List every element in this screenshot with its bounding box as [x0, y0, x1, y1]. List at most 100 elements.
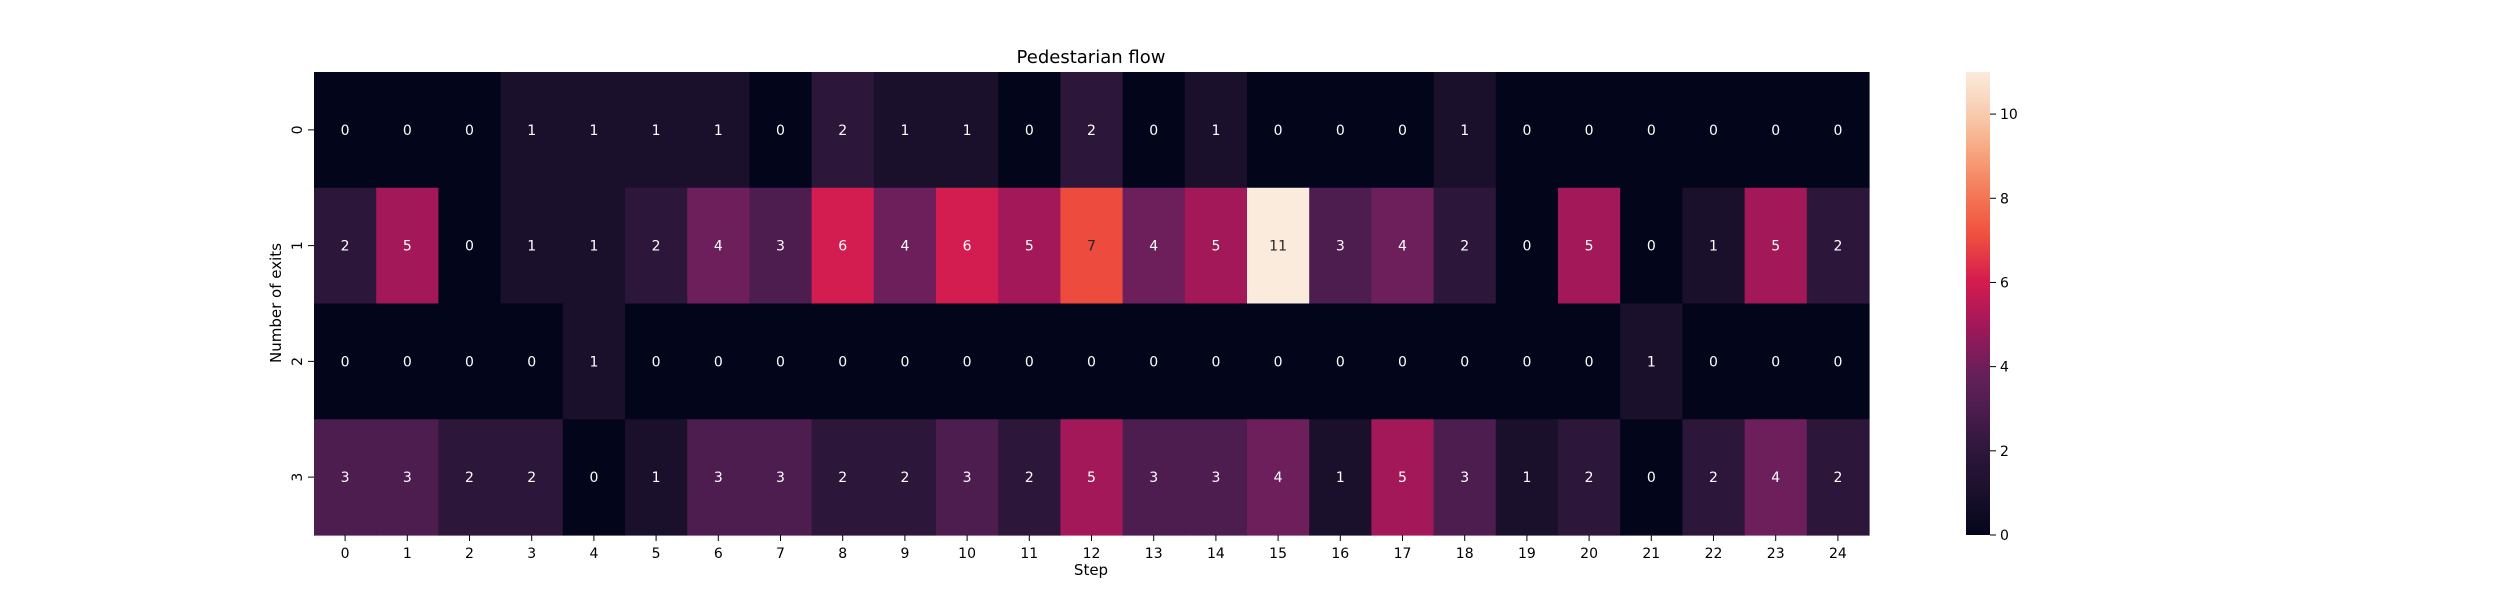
x-tick-label: 11	[1020, 546, 1038, 562]
heatmap-cell	[873, 419, 937, 536]
heatmap-cell	[376, 187, 439, 305]
colorbar-ticks: 0 2 4 6 8 10	[1990, 107, 2018, 544]
heatmap-cell	[1122, 187, 1186, 305]
cell-label: 1	[1336, 470, 1345, 486]
heatmap-cell	[1309, 72, 1372, 189]
heatmap-cell	[1682, 419, 1746, 536]
chart-title: Pedestarian flow	[1017, 47, 1166, 68]
heatmap-cell	[811, 187, 875, 305]
heatmap-cell	[438, 187, 502, 305]
cell-label: 2	[900, 470, 909, 486]
heatmap-cell	[936, 72, 999, 189]
y-tick-label: 1	[290, 241, 306, 250]
heatmap-cell	[1184, 187, 1248, 305]
heatmap-cell	[936, 303, 999, 420]
heatmap-cell	[1558, 419, 1621, 536]
cell-label: 4	[1771, 470, 1780, 486]
cell-label: 7	[1087, 239, 1096, 255]
cell-label: 3	[714, 470, 723, 486]
heatmap-cell	[998, 187, 1061, 305]
cell-label: 5	[1771, 239, 1780, 255]
cell-label: 4	[1149, 239, 1158, 255]
cell-label: 4	[900, 239, 909, 255]
cell-label: 3	[776, 239, 785, 255]
heatmap-cell	[1682, 72, 1746, 189]
cell-label: 1	[1211, 123, 1220, 139]
heatmap-cell	[1682, 187, 1746, 305]
x-tick-label: 19	[1518, 546, 1536, 562]
heatmap-cell	[1184, 419, 1248, 536]
heatmap-cell	[1247, 72, 1310, 189]
cell-label: 0	[1274, 354, 1283, 370]
heatmap-cell	[376, 303, 439, 420]
heatmap-cell	[998, 419, 1061, 536]
cell-label: 3	[1336, 239, 1345, 255]
cell-label: 2	[1025, 470, 1034, 486]
cell-label: 3	[341, 470, 350, 486]
cell-label: 0	[1522, 239, 1531, 255]
colorbar-tick-label: 2	[2000, 444, 2009, 460]
x-tick-label: 18	[1456, 546, 1474, 562]
heatmap-cell	[1806, 419, 1870, 536]
cell-label: 2	[1833, 470, 1842, 486]
x-tick-label: 1	[403, 546, 412, 562]
heatmap-cell	[500, 72, 564, 189]
x-tick-label: 17	[1394, 546, 1412, 562]
cell-label: 2	[527, 470, 536, 486]
colorbar-tick-label: 6	[2000, 275, 2009, 291]
heatmap-cell	[562, 72, 626, 189]
cell-label: 2	[341, 239, 350, 255]
colorbar	[1966, 72, 1990, 535]
heatmap-cell	[1806, 72, 1870, 189]
cell-label: 0	[1398, 354, 1407, 370]
cell-label: 3	[1149, 470, 1158, 486]
cell-label: 5	[1398, 470, 1407, 486]
cell-label: 0	[465, 354, 474, 370]
heatmap-cell	[1433, 187, 1497, 305]
cell-label: 0	[1647, 239, 1656, 255]
heatmap-cell	[811, 303, 875, 420]
cell-label: 0	[341, 123, 350, 139]
heatmap-cell	[1309, 303, 1372, 420]
cell-label: 5	[403, 239, 412, 255]
heatmap-cell	[687, 187, 750, 305]
heatmap-cell	[749, 419, 813, 536]
heatmap-cell	[1558, 187, 1621, 305]
x-tick-label: 0	[341, 546, 350, 562]
cell-label: 0	[1211, 354, 1220, 370]
y-tick-label: 2	[290, 357, 306, 366]
cell-label: 0	[1647, 470, 1656, 486]
cell-label: 2	[1585, 470, 1594, 486]
x-tick-label: 4	[589, 546, 598, 562]
heatmap-cell	[1371, 187, 1435, 305]
heatmap-cell	[1247, 419, 1310, 536]
x-tick-label: 8	[838, 546, 847, 562]
heatmap-cell	[1122, 303, 1186, 420]
cell-label: 3	[776, 470, 785, 486]
y-tick-label: 3	[290, 473, 306, 482]
cell-label: 5	[1025, 239, 1034, 255]
cell-label: 1	[963, 123, 972, 139]
heatmap-cell	[500, 303, 564, 420]
heatmap-cell	[438, 419, 502, 536]
cell-label: 0	[1522, 354, 1531, 370]
x-tick-label: 9	[900, 546, 909, 562]
cell-label: 0	[838, 354, 847, 370]
heatmap-cell	[1744, 72, 1808, 189]
cell-label: 0	[1709, 123, 1718, 139]
cell-label: 0	[403, 123, 412, 139]
cell-label: 0	[589, 470, 598, 486]
heatmap-cell	[1122, 72, 1186, 189]
heatmap-cell	[1371, 303, 1435, 420]
heatmap-cell	[1371, 419, 1435, 536]
x-tick-label: 16	[1331, 546, 1349, 562]
heatmap-cell	[1682, 303, 1746, 420]
cell-label: 0	[1336, 354, 1345, 370]
cell-label: 0	[1025, 123, 1034, 139]
heatmap-cell	[811, 72, 875, 189]
cell-label: 1	[589, 123, 598, 139]
heatmap-cell	[687, 303, 750, 420]
cell-label: 0	[465, 123, 474, 139]
cell-label: 1	[1709, 239, 1718, 255]
